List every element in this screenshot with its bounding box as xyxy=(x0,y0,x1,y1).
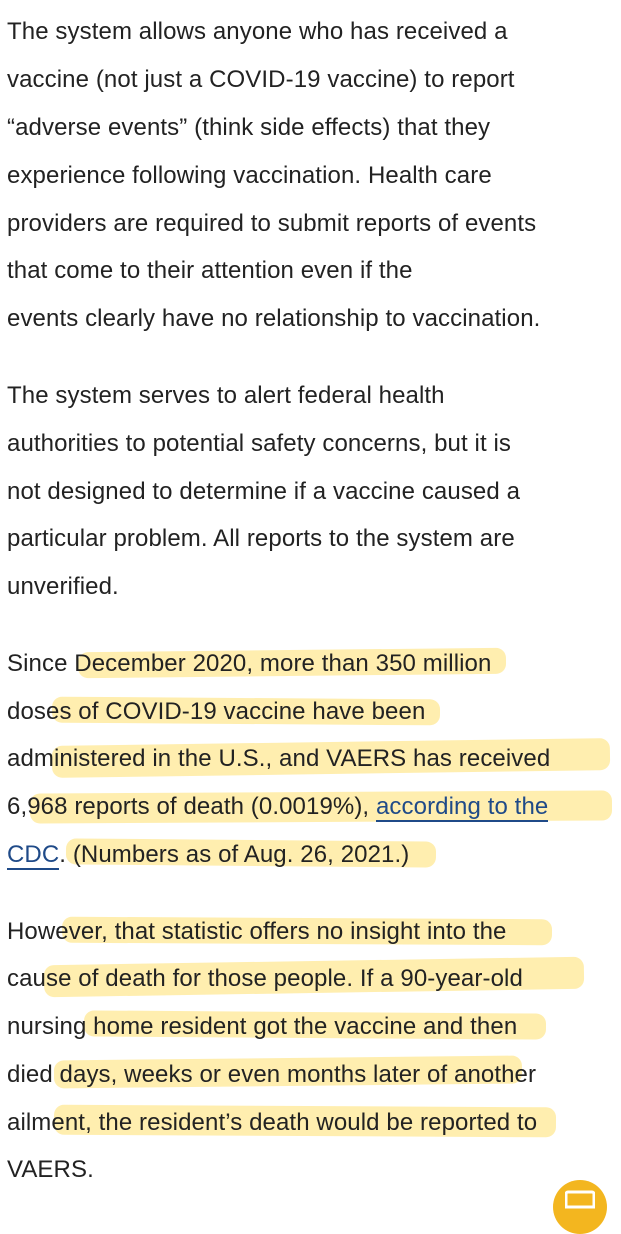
p1-line-2: vaccine (not just a COVID-19 vaccine) to… xyxy=(7,66,515,93)
chat-bubble-icon xyxy=(565,1190,595,1209)
p2-line-5: unverified. xyxy=(7,573,119,600)
p3-line-2: doses of COVID-19 vaccine have been xyxy=(7,698,426,725)
p4-line-2: cause of death for those people. If a 90… xyxy=(7,965,523,992)
p2-line-2: authorities to potential safety concerns… xyxy=(7,430,512,457)
p2-line-1: The system serves to alert federal healt… xyxy=(7,382,445,409)
cdc-source-link[interactable]: according to the xyxy=(375,793,549,822)
p1-line-5: providers are required to submit reports… xyxy=(7,210,537,237)
p1-line-6: that come to their attention even if the xyxy=(7,257,413,284)
cdc-source-link-continued[interactable]: CDC xyxy=(7,841,60,870)
p4-line-3: nursing home resident got the vaccine an… xyxy=(7,1013,518,1040)
p4-line-4: died days, weeks or even months later of… xyxy=(7,1061,537,1088)
p3-line-1: Since December 2020, more than 350 milli… xyxy=(7,650,492,677)
p4-line-6: VAERS. xyxy=(7,1156,94,1183)
p4-line-5: ailment, the resident’s death would be r… xyxy=(7,1109,538,1136)
p1-line-4: experience following vaccination. Health… xyxy=(7,162,492,189)
chat-button[interactable] xyxy=(553,1180,607,1234)
p3-line-4: 6,968 reports of death (0.0019%), accord… xyxy=(7,792,549,822)
p4-line-1: However, that statistic offers no insigh… xyxy=(7,918,507,945)
p1-line-7: events clearly have no relationship to v… xyxy=(7,305,541,332)
p3-line-5-text: . (Numbers as of Aug. 26, 2021.) xyxy=(59,841,410,868)
p2-line-3: not designed to determine if a vaccine c… xyxy=(7,478,521,505)
p3-line-4-text: 6,968 reports of death (0.0019%), xyxy=(7,793,376,820)
p1-line-1: The system allows anyone who has receive… xyxy=(7,18,508,45)
p1-line-3: “adverse events” (think side effects) th… xyxy=(7,114,491,141)
p3-line-3: administered in the U.S., and VAERS has … xyxy=(7,745,551,772)
p2-line-4: particular problem. All reports to the s… xyxy=(7,525,515,552)
p3-line-5: CDC. (Numbers as of Aug. 26, 2021.) xyxy=(7,840,409,870)
